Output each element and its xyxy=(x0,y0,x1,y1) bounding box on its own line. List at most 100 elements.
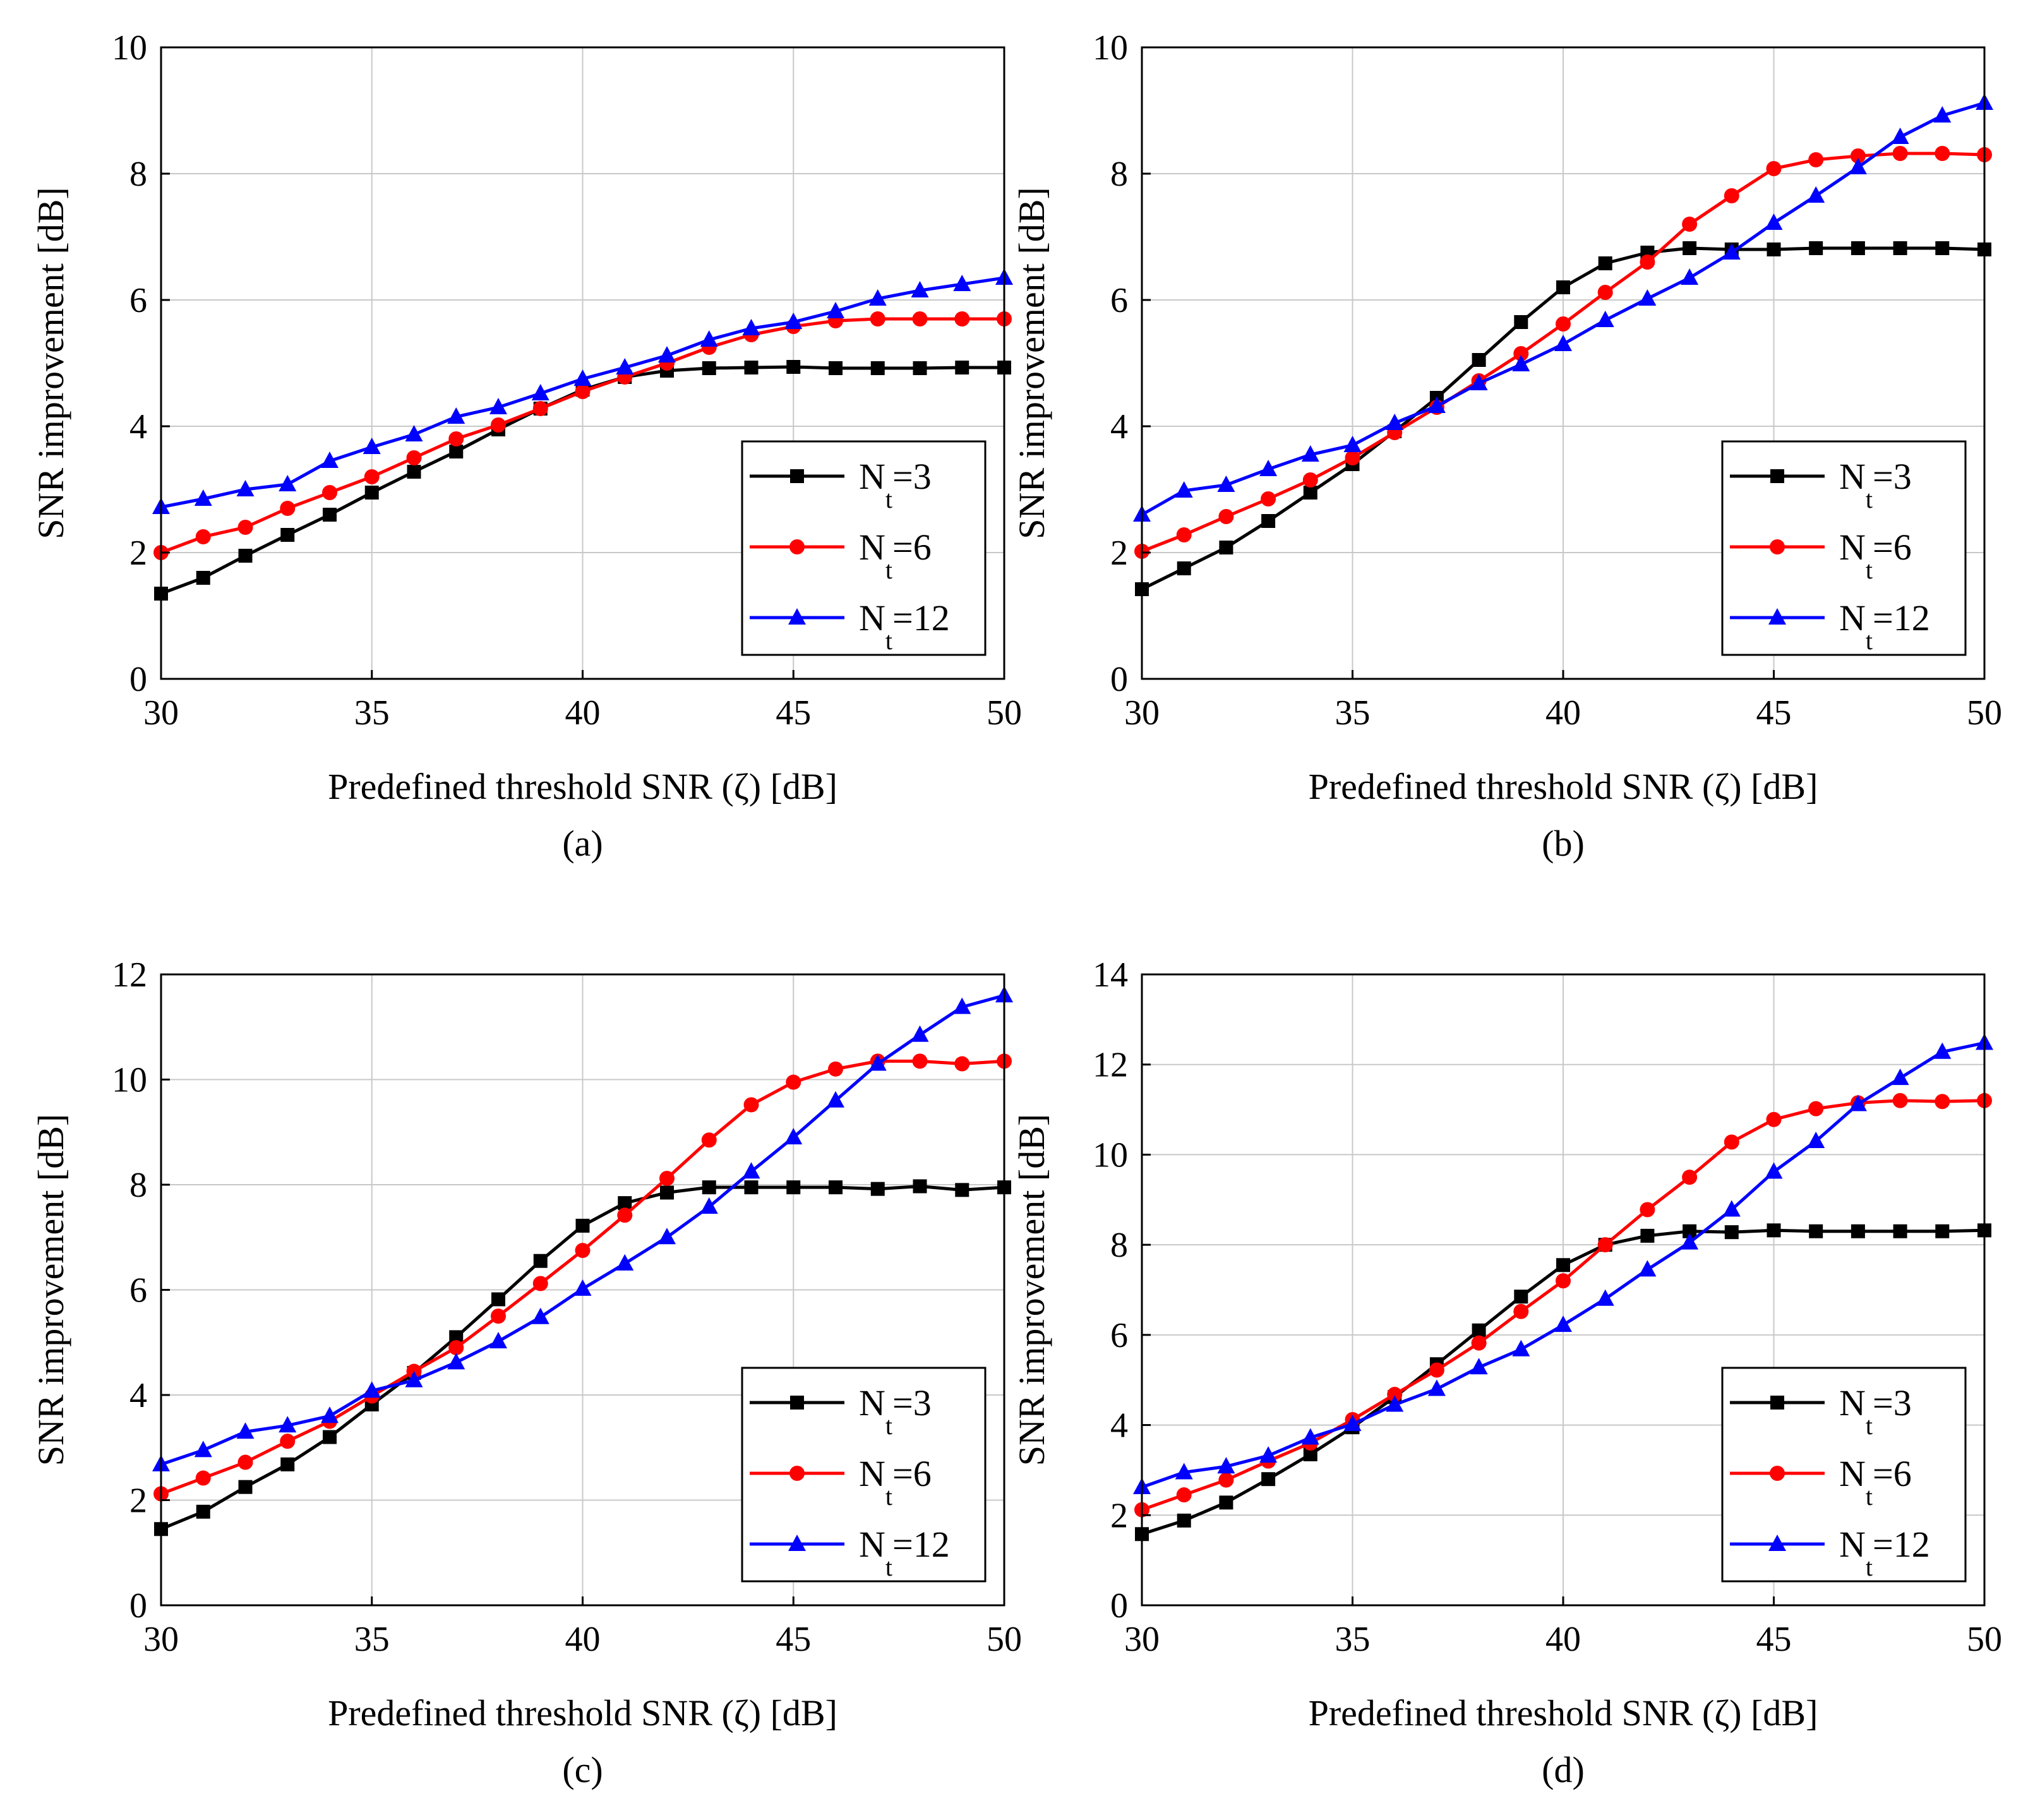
chart-panel-c: 30 35 40 45 50 0 2 4 6 8 10 12 Predefined threshold … xyxy=(30,955,1022,1790)
data-point-square xyxy=(786,360,801,374)
data-point-triangle xyxy=(279,1416,297,1433)
legend-label-main: N xyxy=(1839,597,1866,638)
data-point-triangle xyxy=(1891,1069,1909,1086)
legend-label-main: N xyxy=(859,456,885,497)
data-point-triangle xyxy=(1596,311,1614,327)
data-point-circle xyxy=(1218,509,1234,524)
legend-entry: Nt=6 xyxy=(1730,1453,1912,1511)
data-point-square xyxy=(491,1292,505,1307)
y-tick-label: 6 xyxy=(129,281,147,320)
data-point-circle xyxy=(1682,217,1698,232)
data-point-circle xyxy=(1429,1362,1444,1378)
data-point-triangle xyxy=(279,475,297,491)
data-point-square xyxy=(1767,242,1781,256)
data-point-square xyxy=(1851,1224,1865,1238)
data-point-triangle xyxy=(405,1370,423,1387)
data-point-circle xyxy=(1302,472,1318,488)
data-point-square xyxy=(1261,1472,1276,1487)
data-point-triangle xyxy=(1768,608,1786,625)
panel-label: (a) xyxy=(562,823,603,864)
data-point-square xyxy=(1809,1224,1823,1238)
data-point-triangle xyxy=(1765,1162,1783,1179)
data-point-square xyxy=(1640,1228,1655,1243)
data-point-circle xyxy=(912,1053,928,1069)
data-point-triangle xyxy=(827,302,844,318)
legend-label-main: N xyxy=(859,527,885,568)
y-tick-label: 8 xyxy=(1110,1226,1128,1265)
x-tick-label: 40 xyxy=(1545,1620,1581,1659)
y-tick-label: 4 xyxy=(129,1376,147,1415)
data-point-triangle xyxy=(236,480,255,496)
legend-label-value: =6 xyxy=(892,527,932,568)
data-point-circle xyxy=(195,529,211,544)
data-point-triangle xyxy=(788,608,806,625)
legend-label: Nt=3 xyxy=(1839,456,1912,513)
data-point-triangle xyxy=(658,1228,676,1245)
data-point-triangle xyxy=(1217,476,1235,492)
data-point-square xyxy=(1219,541,1233,554)
data-point-triangle xyxy=(194,1440,212,1458)
data-point-square xyxy=(196,571,210,585)
x-axis-label: Predefined threshold SNR (ζ) [dB] xyxy=(1309,766,1818,807)
data-point-circle xyxy=(237,520,253,535)
x-tick-label: 40 xyxy=(565,1620,601,1659)
y-axis-label: SNR improvement [dB] xyxy=(1011,187,1052,539)
legend-label-subscript: t xyxy=(885,1482,892,1511)
data-point-triangle xyxy=(447,407,465,424)
data-point-triangle xyxy=(911,281,929,297)
data-point-circle xyxy=(870,311,885,326)
x-tick-label: 45 xyxy=(776,1620,811,1659)
y-tick-label: 10 xyxy=(112,28,147,68)
data-point-square xyxy=(1683,1224,1697,1238)
data-point-circle xyxy=(532,1276,548,1291)
data-point-triangle xyxy=(1849,1094,1867,1111)
legend-label-main: N xyxy=(1839,527,1866,568)
data-point-square xyxy=(1809,241,1823,255)
data-point-circle xyxy=(280,1434,296,1449)
y-tick-label: 2 xyxy=(129,1482,147,1521)
legend-label-subscript: t xyxy=(1866,1553,1873,1581)
y-axis-label: SNR improvement [dB] xyxy=(30,187,71,539)
legend-label-subscript: t xyxy=(885,485,892,513)
chart-panel-b: 30 35 40 45 50 0 2 4 6 8 10 Predefined threshold SN… xyxy=(1011,28,2002,864)
y-tick-label: 2 xyxy=(1110,1496,1128,1535)
legend-label-subscript: t xyxy=(1866,626,1873,655)
data-point-circle xyxy=(491,1308,506,1324)
data-point-triangle xyxy=(363,1381,381,1398)
data-point-circle xyxy=(1597,285,1613,300)
data-point-circle xyxy=(1808,152,1824,167)
data-point-triangle xyxy=(1175,1463,1193,1480)
x-tick-label: 50 xyxy=(987,1620,1022,1659)
data-point-circle xyxy=(1766,1111,1782,1127)
y-tick-label: 8 xyxy=(129,1166,147,1205)
data-point-triangle xyxy=(531,1307,549,1324)
data-point-triangle xyxy=(1891,128,1909,144)
x-tick-label: 50 xyxy=(1967,693,2002,733)
data-point-triangle xyxy=(1259,1446,1278,1463)
data-point-square xyxy=(1767,1223,1781,1238)
legend-label-value: =3 xyxy=(892,456,932,497)
data-point-triangle xyxy=(953,997,971,1014)
y-tick-label: 0 xyxy=(1110,1586,1128,1625)
y-tick-label: 10 xyxy=(112,1061,147,1100)
legend-label-subscript: t xyxy=(885,1411,892,1440)
legend-label: Nt=6 xyxy=(1839,527,1912,584)
data-point-triangle xyxy=(1301,445,1319,462)
data-point-circle xyxy=(659,1171,675,1187)
data-point-triangle xyxy=(531,384,549,400)
data-point-circle xyxy=(364,469,380,484)
data-point-triangle xyxy=(1768,1535,1786,1551)
legend-entry: Nt=3 xyxy=(750,1382,932,1440)
y-tick-label: 2 xyxy=(129,534,147,573)
legend-label-main: N xyxy=(859,597,885,638)
legend: Nt=3Nt=6Nt=12 xyxy=(1721,1367,1967,1583)
x-tick-label: 45 xyxy=(1756,1620,1792,1659)
legend-label: Nt=6 xyxy=(1839,1453,1912,1511)
data-point-circle xyxy=(789,1466,805,1481)
x-tick-label: 35 xyxy=(1335,693,1371,733)
data-point-triangle xyxy=(788,1535,806,1551)
y-tick-label: 12 xyxy=(1093,1046,1128,1085)
data-point-triangle xyxy=(236,1422,255,1439)
legend-label: Nt=3 xyxy=(859,456,932,513)
